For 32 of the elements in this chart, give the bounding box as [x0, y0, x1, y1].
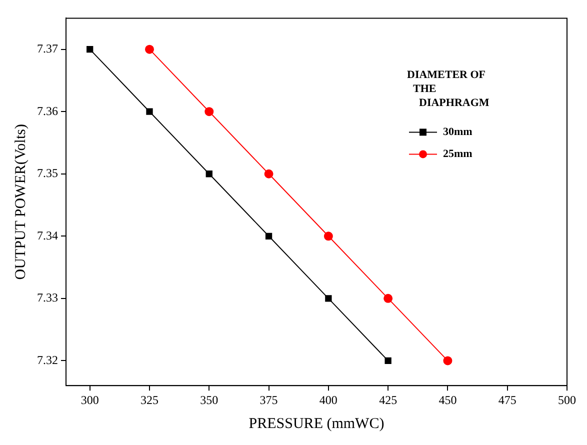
legend-title: DIAMETER OF THE DIAPHRAGM	[407, 69, 490, 110]
point	[384, 357, 392, 364]
x-tick-label: 450	[438, 392, 457, 407]
point	[443, 356, 452, 366]
x-tick-label: 500	[558, 392, 576, 407]
y-tick-label: 7.35	[37, 166, 58, 180]
legend-label: 25mm	[443, 148, 472, 160]
x-tick-label: 325	[140, 392, 158, 407]
point	[265, 232, 272, 240]
y-tick-label: 7.36	[37, 104, 58, 118]
point	[324, 232, 333, 241]
x-tick-label: 350	[200, 392, 218, 407]
point	[204, 107, 214, 116]
point	[325, 295, 332, 302]
x-tick-label: 300	[80, 392, 99, 407]
x-tick-label: 400	[319, 392, 338, 407]
legend-label: 30mm	[443, 126, 472, 138]
point	[86, 46, 94, 53]
point	[145, 44, 154, 54]
x-tick-label: 475	[498, 392, 516, 407]
x-tick-label: 425	[379, 392, 398, 407]
point	[384, 294, 393, 303]
y-tick-label: 7.34	[37, 228, 58, 242]
y-tick-label: 7.32	[37, 352, 58, 367]
point	[206, 170, 212, 178]
x-axis-title: PRESSURE (mmWC)	[248, 416, 384, 432]
y-tick-label: 7.37	[37, 41, 58, 56]
point	[264, 169, 274, 178]
x-tick-label: 375	[260, 392, 278, 407]
y-tick-label: 7.33	[37, 290, 58, 305]
y-axis-title: OUTPUT POWER(Volts)	[12, 124, 29, 280]
point	[146, 108, 153, 115]
